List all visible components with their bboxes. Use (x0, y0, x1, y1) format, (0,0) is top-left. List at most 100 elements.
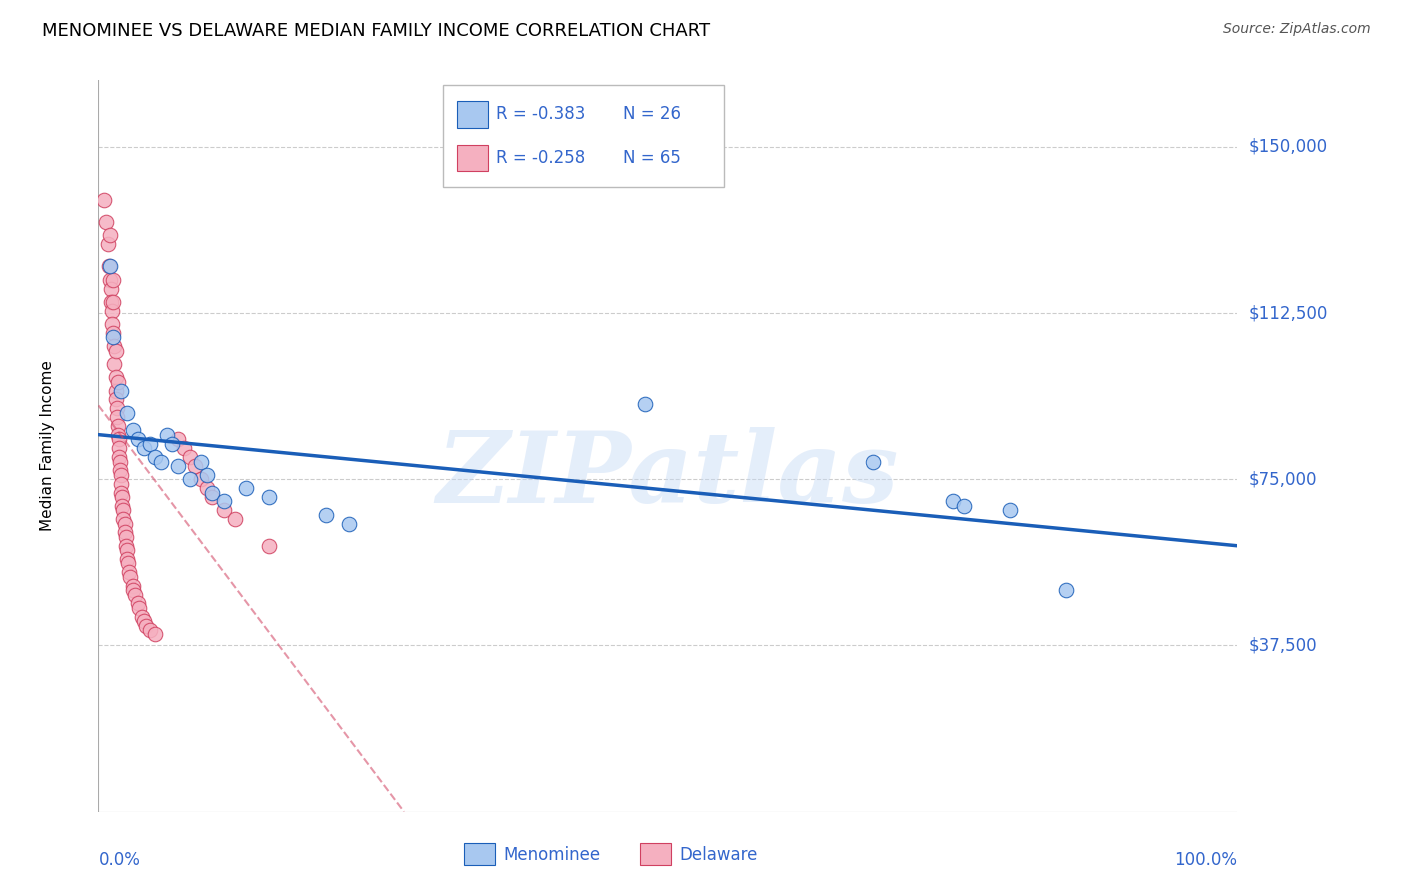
Point (132, 441, 155, 455)
Point (173, 441, 195, 455)
Point (114, 525, 136, 540)
Text: ZIPatlas: ZIPatlas (437, 427, 898, 524)
Point (235, 481, 257, 495)
Point (97, 260, 120, 274)
Point (100, 282, 122, 296)
Point (179, 472, 201, 486)
Point (104, 343, 127, 358)
Point (103, 330, 125, 344)
Point (337, 516, 360, 531)
Point (103, 273, 125, 287)
Point (167, 458, 190, 473)
Point (128, 600, 150, 615)
Text: $150,000: $150,000 (1249, 137, 1327, 156)
Point (108, 441, 131, 455)
Text: Menominee: Menominee (503, 846, 600, 863)
Text: $112,500: $112,500 (1249, 304, 1327, 322)
Point (998, 503, 1021, 517)
Text: R = -0.258: R = -0.258 (496, 149, 585, 167)
Point (862, 454, 884, 468)
Point (138, 437, 160, 451)
Point (111, 499, 134, 513)
Point (124, 587, 146, 601)
Point (138, 623, 160, 637)
Point (315, 508, 337, 522)
Point (96, 215, 118, 229)
Point (105, 410, 128, 425)
Point (104, 384, 127, 398)
Point (103, 357, 125, 371)
Point (121, 583, 143, 598)
Point (212, 494, 235, 508)
Point (108, 450, 131, 464)
Point (179, 450, 201, 464)
Point (117, 557, 139, 571)
Point (190, 472, 212, 486)
Point (115, 543, 138, 558)
Point (132, 614, 155, 628)
Text: Source: ZipAtlas.com: Source: ZipAtlas.com (1223, 22, 1371, 37)
Point (224, 512, 246, 526)
Point (190, 454, 212, 468)
Text: Delaware: Delaware (679, 846, 758, 863)
Point (104, 392, 127, 407)
Point (98, 273, 121, 287)
Point (127, 596, 149, 610)
Point (184, 458, 207, 473)
Point (114, 539, 136, 553)
Point (110, 384, 132, 398)
Point (634, 397, 657, 411)
Point (127, 433, 149, 447)
Point (259, 539, 281, 553)
Text: Median Family Income: Median Family Income (39, 360, 55, 532)
Point (942, 494, 965, 508)
Text: R = -0.383: R = -0.383 (496, 105, 586, 123)
Text: 0.0%: 0.0% (98, 851, 141, 869)
Point (103, 294, 125, 309)
Point (104, 370, 127, 384)
Point (103, 326, 125, 340)
Text: $37,500: $37,500 (1249, 637, 1317, 655)
Point (93, 193, 115, 207)
Point (150, 454, 173, 468)
Point (953, 499, 976, 513)
Point (110, 476, 132, 491)
Text: 100.0%: 100.0% (1174, 851, 1237, 869)
Text: MENOMINEE VS DELAWARE MEDIAN FAMILY INCOME CORRELATION CHART: MENOMINEE VS DELAWARE MEDIAN FAMILY INCO… (42, 22, 710, 40)
Point (201, 485, 224, 500)
Point (100, 294, 122, 309)
Point (259, 490, 281, 504)
Point (156, 428, 179, 442)
Point (101, 317, 124, 331)
Point (101, 303, 124, 318)
Point (121, 424, 143, 438)
Point (195, 481, 218, 495)
Point (118, 566, 141, 580)
Point (107, 419, 129, 434)
Point (167, 433, 190, 447)
Text: $75,000: $75,000 (1249, 470, 1317, 488)
Point (114, 530, 136, 544)
Point (108, 454, 131, 468)
Point (115, 552, 138, 566)
Point (114, 516, 136, 531)
Text: N = 26: N = 26 (623, 105, 681, 123)
Point (120, 570, 142, 584)
Point (108, 463, 131, 477)
Point (98, 228, 121, 243)
Point (111, 490, 134, 504)
Point (135, 618, 157, 632)
Point (112, 512, 135, 526)
Point (115, 406, 138, 420)
Point (96, 237, 118, 252)
Point (107, 375, 129, 389)
Point (107, 428, 129, 442)
Point (162, 437, 184, 451)
Point (112, 503, 135, 517)
Point (131, 609, 153, 624)
Text: N = 65: N = 65 (623, 149, 681, 167)
Point (103, 339, 125, 353)
Point (108, 433, 131, 447)
Point (145, 450, 167, 464)
Point (98, 260, 121, 274)
